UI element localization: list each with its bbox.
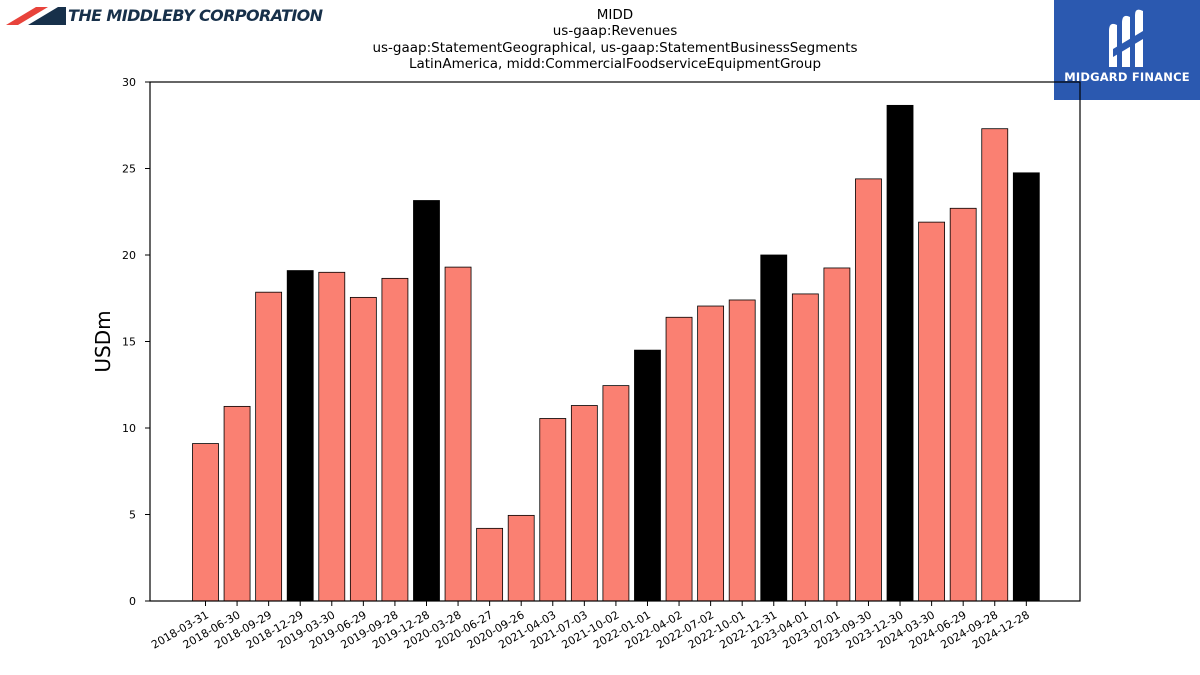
y-tick-label: 10 (122, 422, 136, 435)
y-tick-label: 15 (122, 336, 136, 349)
bar-year-end (634, 349, 661, 602)
chart-title-line: us-gaap:StatementGeographical, us-gaap:S… (372, 39, 858, 56)
bar-quarter (665, 316, 693, 602)
y-tick-label: 25 (122, 163, 136, 176)
bar-quarter (539, 418, 567, 602)
bar-quarter (728, 299, 756, 602)
company-name: THE MIDDLEBY CORPORATION (68, 6, 323, 25)
bar-quarter (570, 405, 598, 602)
bar-quarter (855, 178, 882, 602)
bar-quarter (823, 267, 851, 602)
bar-quarter (381, 277, 409, 602)
y-tick-label: 5 (129, 509, 136, 522)
brand-name: MIDGARD FINANCE (1064, 70, 1190, 84)
bar-year-end (886, 104, 914, 602)
chart-title-line: LatinAmerica, midd:CommercialFoodservice… (408, 55, 822, 72)
chart-title: MIDD us-gaap:Revenues us-gaap:StatementG… (315, 7, 915, 72)
bar-year-end (760, 254, 788, 602)
bar-quarter (444, 266, 472, 602)
bar-quarter (981, 128, 1009, 602)
brand-badge: MIDGARD FINANCE (1054, 0, 1200, 100)
bar-quarter (507, 514, 535, 602)
bar-quarter (318, 271, 346, 602)
y-axis-label: USDm (91, 310, 115, 372)
bar-quarter (697, 305, 725, 602)
company-logo: THE MIDDLEBY CORPORATION (6, 5, 323, 29)
bar-quarter (949, 207, 977, 602)
bar-quarter (349, 296, 377, 602)
bar-quarter (192, 443, 219, 602)
y-tick-label: 0 (129, 595, 136, 608)
bar-year-end (413, 200, 440, 602)
bar-quarter (918, 221, 946, 602)
midgard-m-icon (1109, 9, 1143, 68)
bar-quarter (791, 293, 819, 602)
bar-quarter (255, 291, 283, 602)
middleby-chevron-icon (6, 7, 66, 25)
bars-layer (192, 104, 1040, 602)
y-tick-label: 20 (122, 249, 136, 262)
chart-title-line: MIDD (596, 7, 634, 23)
bar-quarter (476, 527, 504, 602)
y-tick-label: 30 (122, 76, 136, 89)
bar-year-end (1012, 172, 1040, 602)
chart-title-line: us-gaap:Revenues (552, 23, 678, 40)
bar-year-end (286, 270, 314, 602)
bar-quarter (223, 405, 251, 602)
bar-quarter (602, 385, 630, 602)
